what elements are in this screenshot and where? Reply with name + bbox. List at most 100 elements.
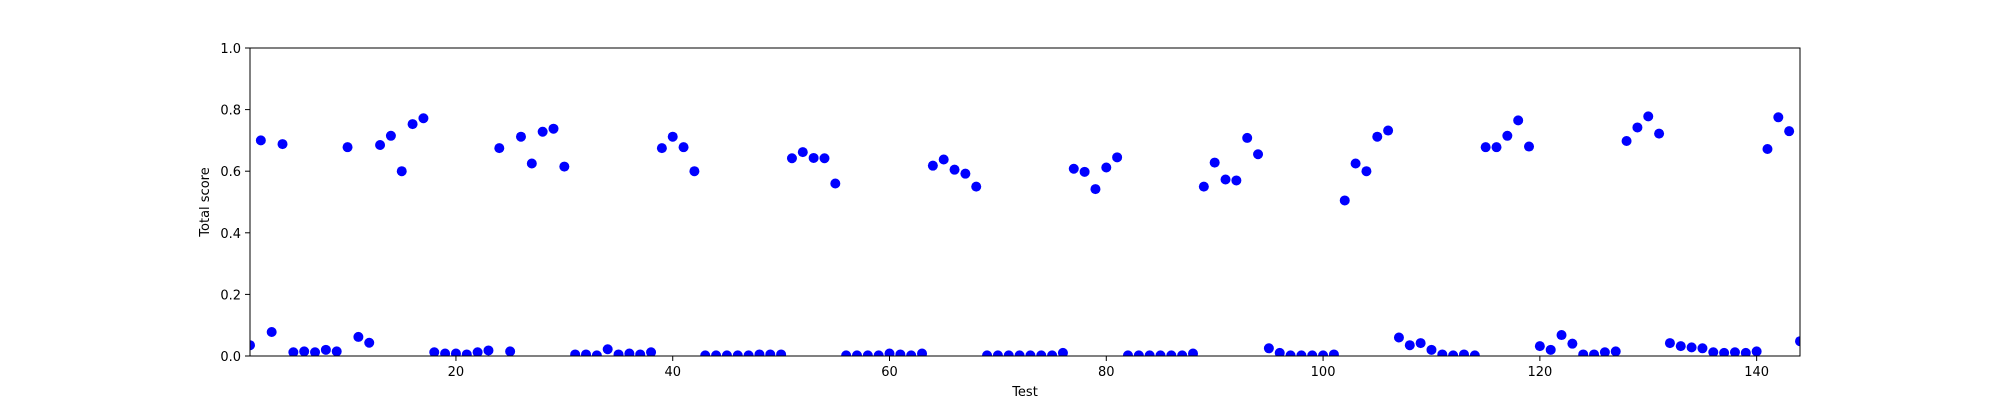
- data-point: [1122, 350, 1133, 356]
- y-tick-label: 0.2: [220, 288, 241, 303]
- data-point: [1632, 122, 1643, 133]
- data-point: [255, 135, 266, 146]
- data-point: [364, 337, 375, 348]
- data-point: [938, 154, 949, 165]
- data-point: [1101, 162, 1112, 173]
- data-point: [982, 350, 993, 356]
- data-point: [483, 345, 494, 356]
- data-point: [743, 350, 754, 356]
- data-point: [732, 350, 743, 356]
- data-point: [949, 164, 960, 175]
- data-point: [1166, 350, 1177, 356]
- data-point: [320, 344, 331, 355]
- data-point: [873, 350, 884, 356]
- data-point: [1784, 126, 1795, 137]
- data-point: [808, 152, 819, 163]
- data-point: [1534, 341, 1545, 352]
- data-point: [1133, 350, 1144, 356]
- data-point: [288, 347, 299, 356]
- data-point: [624, 348, 635, 356]
- y-tick-label: 0.4: [220, 227, 241, 242]
- plot-frame: [249, 47, 1801, 357]
- y-axis: 0.0 0.2 0.4 0.6 0.8 1.0: [220, 42, 250, 365]
- data-point: [884, 348, 895, 356]
- data-point: [1469, 350, 1480, 356]
- data-point: [1556, 330, 1567, 341]
- x-tick-label: 140: [1744, 365, 1769, 380]
- data-point: [515, 131, 526, 142]
- x-tick-label: 80: [1098, 365, 1115, 380]
- data-point: [1361, 166, 1372, 177]
- data-point: [656, 143, 667, 154]
- data-point: [1274, 347, 1285, 356]
- data-point: [1209, 157, 1220, 168]
- data-point: [1285, 350, 1296, 356]
- x-tick-label: 20: [448, 365, 465, 380]
- data-point: [786, 153, 797, 164]
- data-point: [396, 166, 407, 177]
- data-point: [721, 350, 732, 356]
- data-point: [1719, 347, 1730, 356]
- data-point: [689, 166, 700, 177]
- data-point: [353, 331, 364, 342]
- data-point: [1654, 128, 1665, 139]
- data-point: [581, 349, 592, 356]
- data-point: [299, 346, 310, 356]
- data-point: [526, 158, 537, 169]
- data-point: [375, 140, 386, 151]
- data-point: [776, 349, 787, 356]
- data-point: [927, 160, 938, 171]
- x-tick-label: 120: [1527, 365, 1552, 380]
- data-point: [1188, 348, 1199, 356]
- data-point: [819, 153, 830, 164]
- data-point: [1426, 344, 1437, 355]
- data-point: [591, 350, 602, 356]
- data-point: [1599, 347, 1610, 356]
- data-point: [917, 348, 928, 356]
- data-point: [1448, 350, 1459, 356]
- data-point: [1404, 340, 1415, 351]
- data-point: [1350, 158, 1361, 169]
- data-point: [407, 119, 418, 130]
- data-point: [1686, 342, 1697, 353]
- data-point: [440, 348, 451, 356]
- data-point: [472, 347, 483, 356]
- data-point: [1231, 175, 1242, 186]
- data-point: [1524, 141, 1535, 152]
- data-point: [1643, 111, 1654, 122]
- data-point: [418, 113, 429, 124]
- data-point: [1112, 152, 1123, 163]
- data-point: [1155, 350, 1166, 356]
- data-point: [1090, 184, 1101, 195]
- data-point: [310, 347, 321, 356]
- data-point: [1589, 349, 1600, 356]
- data-point: [1057, 347, 1068, 356]
- y-tick-label: 1.0: [220, 42, 241, 57]
- data-point: [385, 130, 396, 141]
- data-point: [1242, 132, 1253, 143]
- data-point: [1003, 350, 1014, 356]
- data-point: [1491, 142, 1502, 153]
- data-point: [1567, 338, 1578, 349]
- data-point: [1578, 349, 1589, 356]
- data-point: [1697, 343, 1708, 354]
- data-point: [570, 349, 581, 356]
- data-point: [1621, 136, 1632, 147]
- x-tick-label: 60: [881, 365, 898, 380]
- y-tick-label: 0.8: [220, 104, 241, 119]
- data-point: [1480, 142, 1491, 153]
- data-point: [971, 181, 982, 192]
- data-point: [1144, 350, 1155, 356]
- x-axis-title: Test: [1011, 385, 1038, 400]
- data-point: [266, 326, 277, 337]
- data-point: [1296, 350, 1307, 356]
- data-point: [1415, 338, 1426, 349]
- data-point: [667, 131, 678, 142]
- data-point: [992, 350, 1003, 356]
- y-tick-label: 0.6: [220, 165, 241, 180]
- data-point: [906, 350, 917, 356]
- data-point: [1263, 343, 1274, 354]
- data-point: [1729, 347, 1740, 356]
- data-point: [1025, 350, 1036, 356]
